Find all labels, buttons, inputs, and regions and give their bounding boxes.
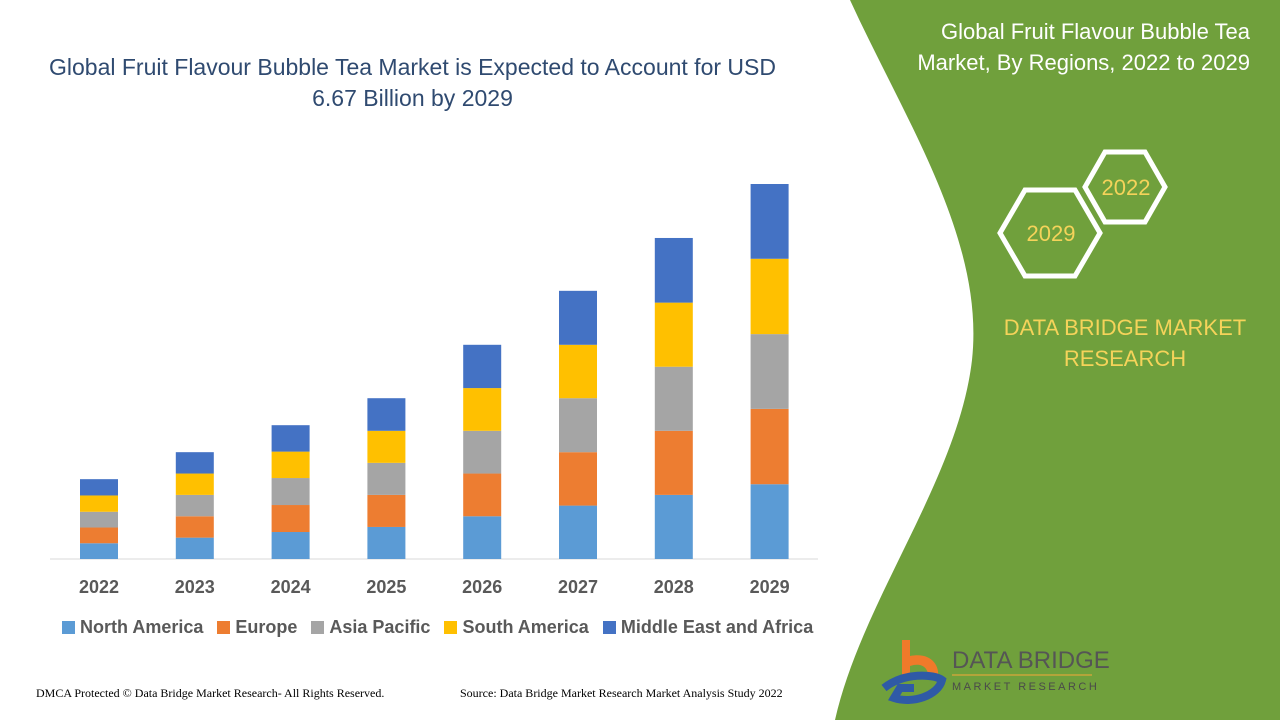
- x-tick-label: 2027: [558, 577, 598, 597]
- legend-swatch: [602, 621, 616, 634]
- logo-subtitle: MARKET RESEARCH: [952, 681, 1099, 693]
- bar-segment-2027-middle-east-and-africa: [559, 290, 597, 345]
- hexagon-2022: [1082, 149, 1168, 225]
- x-tick-label: 2028: [654, 577, 694, 597]
- bar-segment-2025-north-america: [367, 526, 406, 559]
- bar-segment-2024-middle-east-and-africa: [271, 425, 310, 452]
- bar-segment-2026-asia-pacific: [463, 430, 502, 474]
- x-tick-label: 2023: [175, 577, 215, 597]
- legend-swatch: [62, 621, 75, 634]
- chart-title: Global Fruit Flavour Bubble Tea Market i…: [49, 54, 776, 111]
- bar-segment-2023-middle-east-and-africa: [175, 452, 214, 474]
- x-tick-label: 2022: [79, 577, 119, 597]
- legend-label: North America: [80, 617, 204, 637]
- legend: North America Europe Asia Pacific South Ame…: [62, 617, 813, 638]
- bar-segment-2029-middle-east-and-africa: [750, 184, 789, 259]
- bar-segment-2023-asia-pacific: [175, 494, 214, 517]
- bar-segment-2028-south-america: [654, 302, 693, 367]
- stacked-bar-chart: 2022 2023 2024 2025 2026 2027 2028 2029: [50, 184, 818, 597]
- bar-segment-2023-south-america: [175, 473, 214, 495]
- x-tick-label: 2029: [750, 577, 790, 597]
- bar-segment-2025-asia-pacific: [367, 462, 406, 495]
- legend-item: Europe: [217, 617, 297, 638]
- legend-label: Middle East and Africa: [620, 617, 814, 637]
- bar-segment-2029-asia-pacific: [750, 334, 789, 409]
- bar-segment-2023-europe: [175, 516, 214, 538]
- bar-segment-2022-north-america: [80, 543, 118, 559]
- logo-name: DATA BRIDGE: [952, 647, 1110, 674]
- legend-label: Asia Pacific: [329, 617, 431, 637]
- data-bridge-logo: DATA BRIDGE MARKET RESEARCH: [881, 640, 1110, 704]
- bar-segment-2025-south-america: [367, 430, 406, 463]
- bar-segment-2022-asia-pacific: [80, 511, 118, 528]
- bar-segment-2024-south-america: [271, 451, 310, 479]
- bar-segment-2027-south-america: [559, 344, 597, 399]
- legend-item: Middle East and Africa: [602, 617, 814, 638]
- bar-segment-2028-europe: [654, 430, 693, 495]
- bar-segment-2024-asia-pacific: [271, 478, 310, 506]
- hex-label-2022: 2022: [1102, 175, 1151, 200]
- bar-segment-2026-middle-east-and-africa: [463, 344, 502, 389]
- bar-segment-2028-north-america: [654, 494, 693, 559]
- legend-item: South America: [444, 617, 589, 638]
- hex-label-2029: 2029: [1027, 221, 1076, 246]
- source-footer: Source: Data Bridge Market Research Mark…: [460, 686, 783, 700]
- x-tick-label: 2024: [271, 577, 311, 597]
- legend-swatch: [217, 621, 231, 634]
- legend-label: Europe: [235, 617, 298, 637]
- bar-segment-2027-europe: [559, 452, 597, 506]
- legend-item: North America: [62, 617, 203, 638]
- bar-segment-2027-north-america: [559, 505, 597, 559]
- x-tick-label: 2025: [366, 577, 406, 597]
- legend-swatch: [444, 621, 458, 634]
- bar-segment-2022-europe: [80, 527, 118, 544]
- bar-segment-2026-north-america: [463, 516, 502, 559]
- bar-segment-2028-middle-east-and-africa: [654, 237, 693, 303]
- brand-text: DATA BRIDGE MARKET RESEARCH: [1003, 315, 1247, 371]
- bar-segment-2022-middle-east-and-africa: [80, 479, 118, 496]
- bar-segment-2028-asia-pacific: [654, 366, 693, 431]
- bar-segment-2023-north-america: [175, 537, 214, 559]
- bar-segment-2024-north-america: [271, 532, 310, 559]
- bar-segment-2022-south-america: [80, 495, 118, 512]
- bar-segment-2029-europe: [750, 408, 789, 485]
- x-tick-label: 2026: [462, 577, 502, 597]
- bar-segment-2027-asia-pacific: [559, 398, 597, 453]
- legend-swatch: [311, 621, 325, 634]
- bar-segment-2029-south-america: [750, 258, 789, 335]
- bar-segment-2024-europe: [271, 505, 310, 533]
- hexagon-2029: [997, 187, 1103, 279]
- bar-segment-2025-middle-east-and-africa: [367, 398, 406, 431]
- copyright-footer: DMCA Protected © Data Bridge Market Rese…: [36, 686, 385, 700]
- bar-segment-2026-europe: [463, 473, 502, 517]
- bar-segment-2025-europe: [367, 494, 406, 527]
- legend-label: South America: [462, 617, 589, 637]
- bar-segment-2026-south-america: [463, 388, 502, 431]
- legend-item: Asia Pacific: [311, 617, 430, 638]
- panel-title: Global Fruit Flavour Bubble Tea Market, …: [917, 19, 1250, 75]
- bar-segment-2029-north-america: [750, 484, 789, 559]
